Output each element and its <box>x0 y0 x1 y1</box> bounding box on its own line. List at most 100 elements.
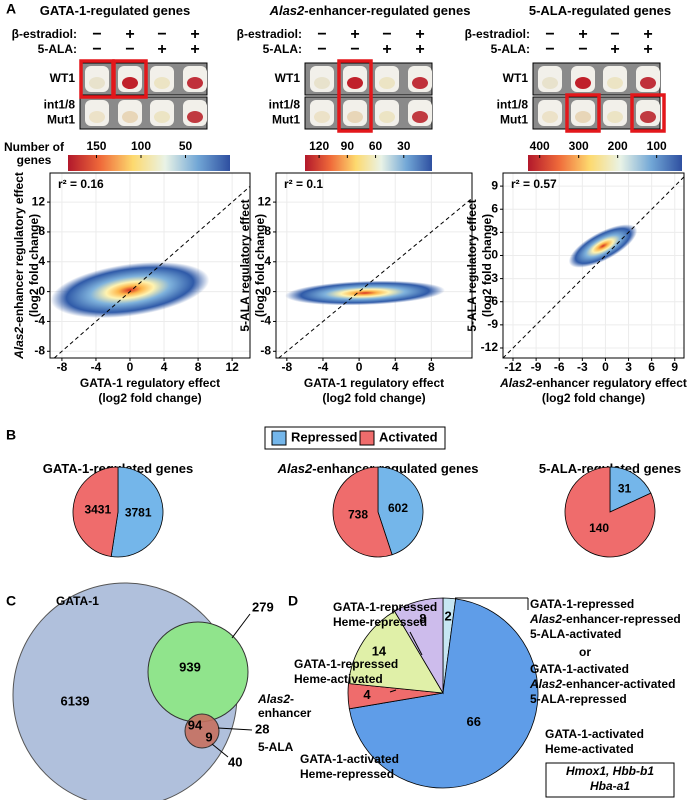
y-axis-label: 5-ALA regulatory effect <box>238 199 252 331</box>
pie-title-rest: -enhancer-regulated genes <box>312 461 478 476</box>
strain-label: int1/8 <box>497 98 529 112</box>
pie-slice <box>609 466 652 513</box>
note-box <box>545 762 675 798</box>
column-title: Alas2-enhancer-regulated genes <box>269 3 471 18</box>
slice-label: Alas2-enhancer-activated <box>529 677 675 691</box>
density-cloud <box>568 224 638 268</box>
identity-line <box>502 176 685 359</box>
colorbar-label: genes <box>17 153 52 167</box>
x-tick-label: -8 <box>282 360 293 374</box>
legend-box <box>264 426 446 450</box>
slice-value: 2 <box>444 609 451 624</box>
y-tick-label: 8 <box>38 224 45 238</box>
slice-label-italic: Alas2 <box>529 677 562 691</box>
x-axis-label-italic: Alas2 <box>499 376 532 390</box>
pellet <box>379 77 395 89</box>
slice-label-rest: -enhancer-activated <box>562 677 675 691</box>
y-tick-label: -6 <box>487 294 498 308</box>
pie-slice <box>377 466 424 556</box>
treatment-sign: − <box>92 41 101 58</box>
colorbar-label: Number of <box>4 140 65 154</box>
x-tick-label: 0 <box>356 360 363 374</box>
slice-label-rest: -enhancer-repressed <box>562 612 681 626</box>
highlight-box <box>112 59 148 99</box>
pellet <box>314 77 330 89</box>
y-tick-label: -9 <box>487 317 498 331</box>
treatment-sign: − <box>382 26 391 43</box>
region-count: 94 <box>188 717 203 732</box>
region-count: 939 <box>179 659 201 674</box>
set-label: Alas2- <box>257 692 294 706</box>
y-tick-label: -4 <box>260 314 271 328</box>
treatment-sign: − <box>92 26 101 43</box>
pellet <box>607 77 623 89</box>
panel-label: C <box>6 593 16 609</box>
treatment-sign: − <box>610 26 619 43</box>
treatment-sign: − <box>125 41 134 58</box>
leader-line <box>389 689 397 693</box>
slice-label: GATA-1-repressed <box>530 597 634 611</box>
pellet <box>607 111 623 123</box>
plot-area <box>276 173 472 358</box>
slice-value: 738 <box>348 507 368 521</box>
leader-line <box>409 631 423 656</box>
treatment-sign: + <box>350 26 359 43</box>
colorbar <box>305 155 432 171</box>
slice-label: 5-ALA-activated <box>530 627 621 641</box>
y-tick-label: 6 <box>491 201 498 215</box>
density-cloud <box>285 280 445 306</box>
y-tick-label: -3 <box>487 271 498 285</box>
slice-value: 140 <box>589 521 609 535</box>
density-cloud <box>50 261 210 319</box>
colorbar-tick-label: 50 <box>179 139 193 153</box>
region-count: 279 <box>252 599 274 614</box>
strain-label: int1/8 <box>44 98 76 112</box>
treatment-label: β-estradiol: <box>465 27 530 41</box>
slice-value: 602 <box>388 501 408 515</box>
y-tick-label: 8 <box>264 224 271 238</box>
y-tick-label: -4 <box>34 314 45 328</box>
x-axis-label: Alas2-enhancer regulatory effect <box>499 376 687 390</box>
x-axis-label: GATA-1 regulatory effect <box>304 376 444 390</box>
treatment-label: 5-ALA: <box>38 42 77 56</box>
colorbar-tick-label: 100 <box>647 139 667 153</box>
slice-label: GATA-1-activated <box>300 752 399 766</box>
y-tick-label: 12 <box>32 194 46 208</box>
treatment-sign: − <box>317 26 326 43</box>
y-tick-label: -8 <box>34 343 45 357</box>
y-axis-label: Alas2-enhancer regulatory effect <box>12 172 26 360</box>
plot-frame <box>275 172 473 359</box>
set-label: enhancer <box>258 706 312 720</box>
pellet <box>314 111 330 123</box>
colorbar <box>528 155 682 171</box>
strain-label: Mut1 <box>500 113 528 127</box>
x-tick-label: -9 <box>531 360 542 374</box>
legend-swatch <box>271 430 287 446</box>
set-label-rest: - <box>290 692 294 706</box>
pellet <box>187 77 203 89</box>
leader-line <box>231 613 251 639</box>
x-tick-label: 6 <box>648 360 655 374</box>
y-axis-label: (log2 fold change) <box>27 214 41 317</box>
y-axis-label: (log2 fold change) <box>253 214 267 317</box>
strain-label: Mut1 <box>47 113 75 127</box>
treatment-label: β-estradiol: <box>12 27 77 41</box>
y-tick-label: 4 <box>264 254 271 268</box>
treatment-sign: + <box>578 26 587 43</box>
column-title-italic: Alas2 <box>269 3 305 18</box>
highlight-box <box>565 93 601 133</box>
y-axis-label: (log2 fold change) <box>480 214 494 317</box>
slice-label: GATA-1-activated <box>530 662 629 676</box>
treatment-sign: + <box>610 41 619 58</box>
set-label-italic: Alas2 <box>257 692 290 706</box>
x-tick-label: -8 <box>57 360 68 374</box>
x-tick-label: -12 <box>504 360 522 374</box>
colorbar-tick-label: 90 <box>341 139 355 153</box>
treatment-sign: + <box>415 41 424 58</box>
plot-frame <box>502 172 685 359</box>
slice-label: Heme-activated <box>545 742 634 756</box>
treatment-sign: − <box>317 41 326 58</box>
slice-value: 14 <box>372 644 387 659</box>
